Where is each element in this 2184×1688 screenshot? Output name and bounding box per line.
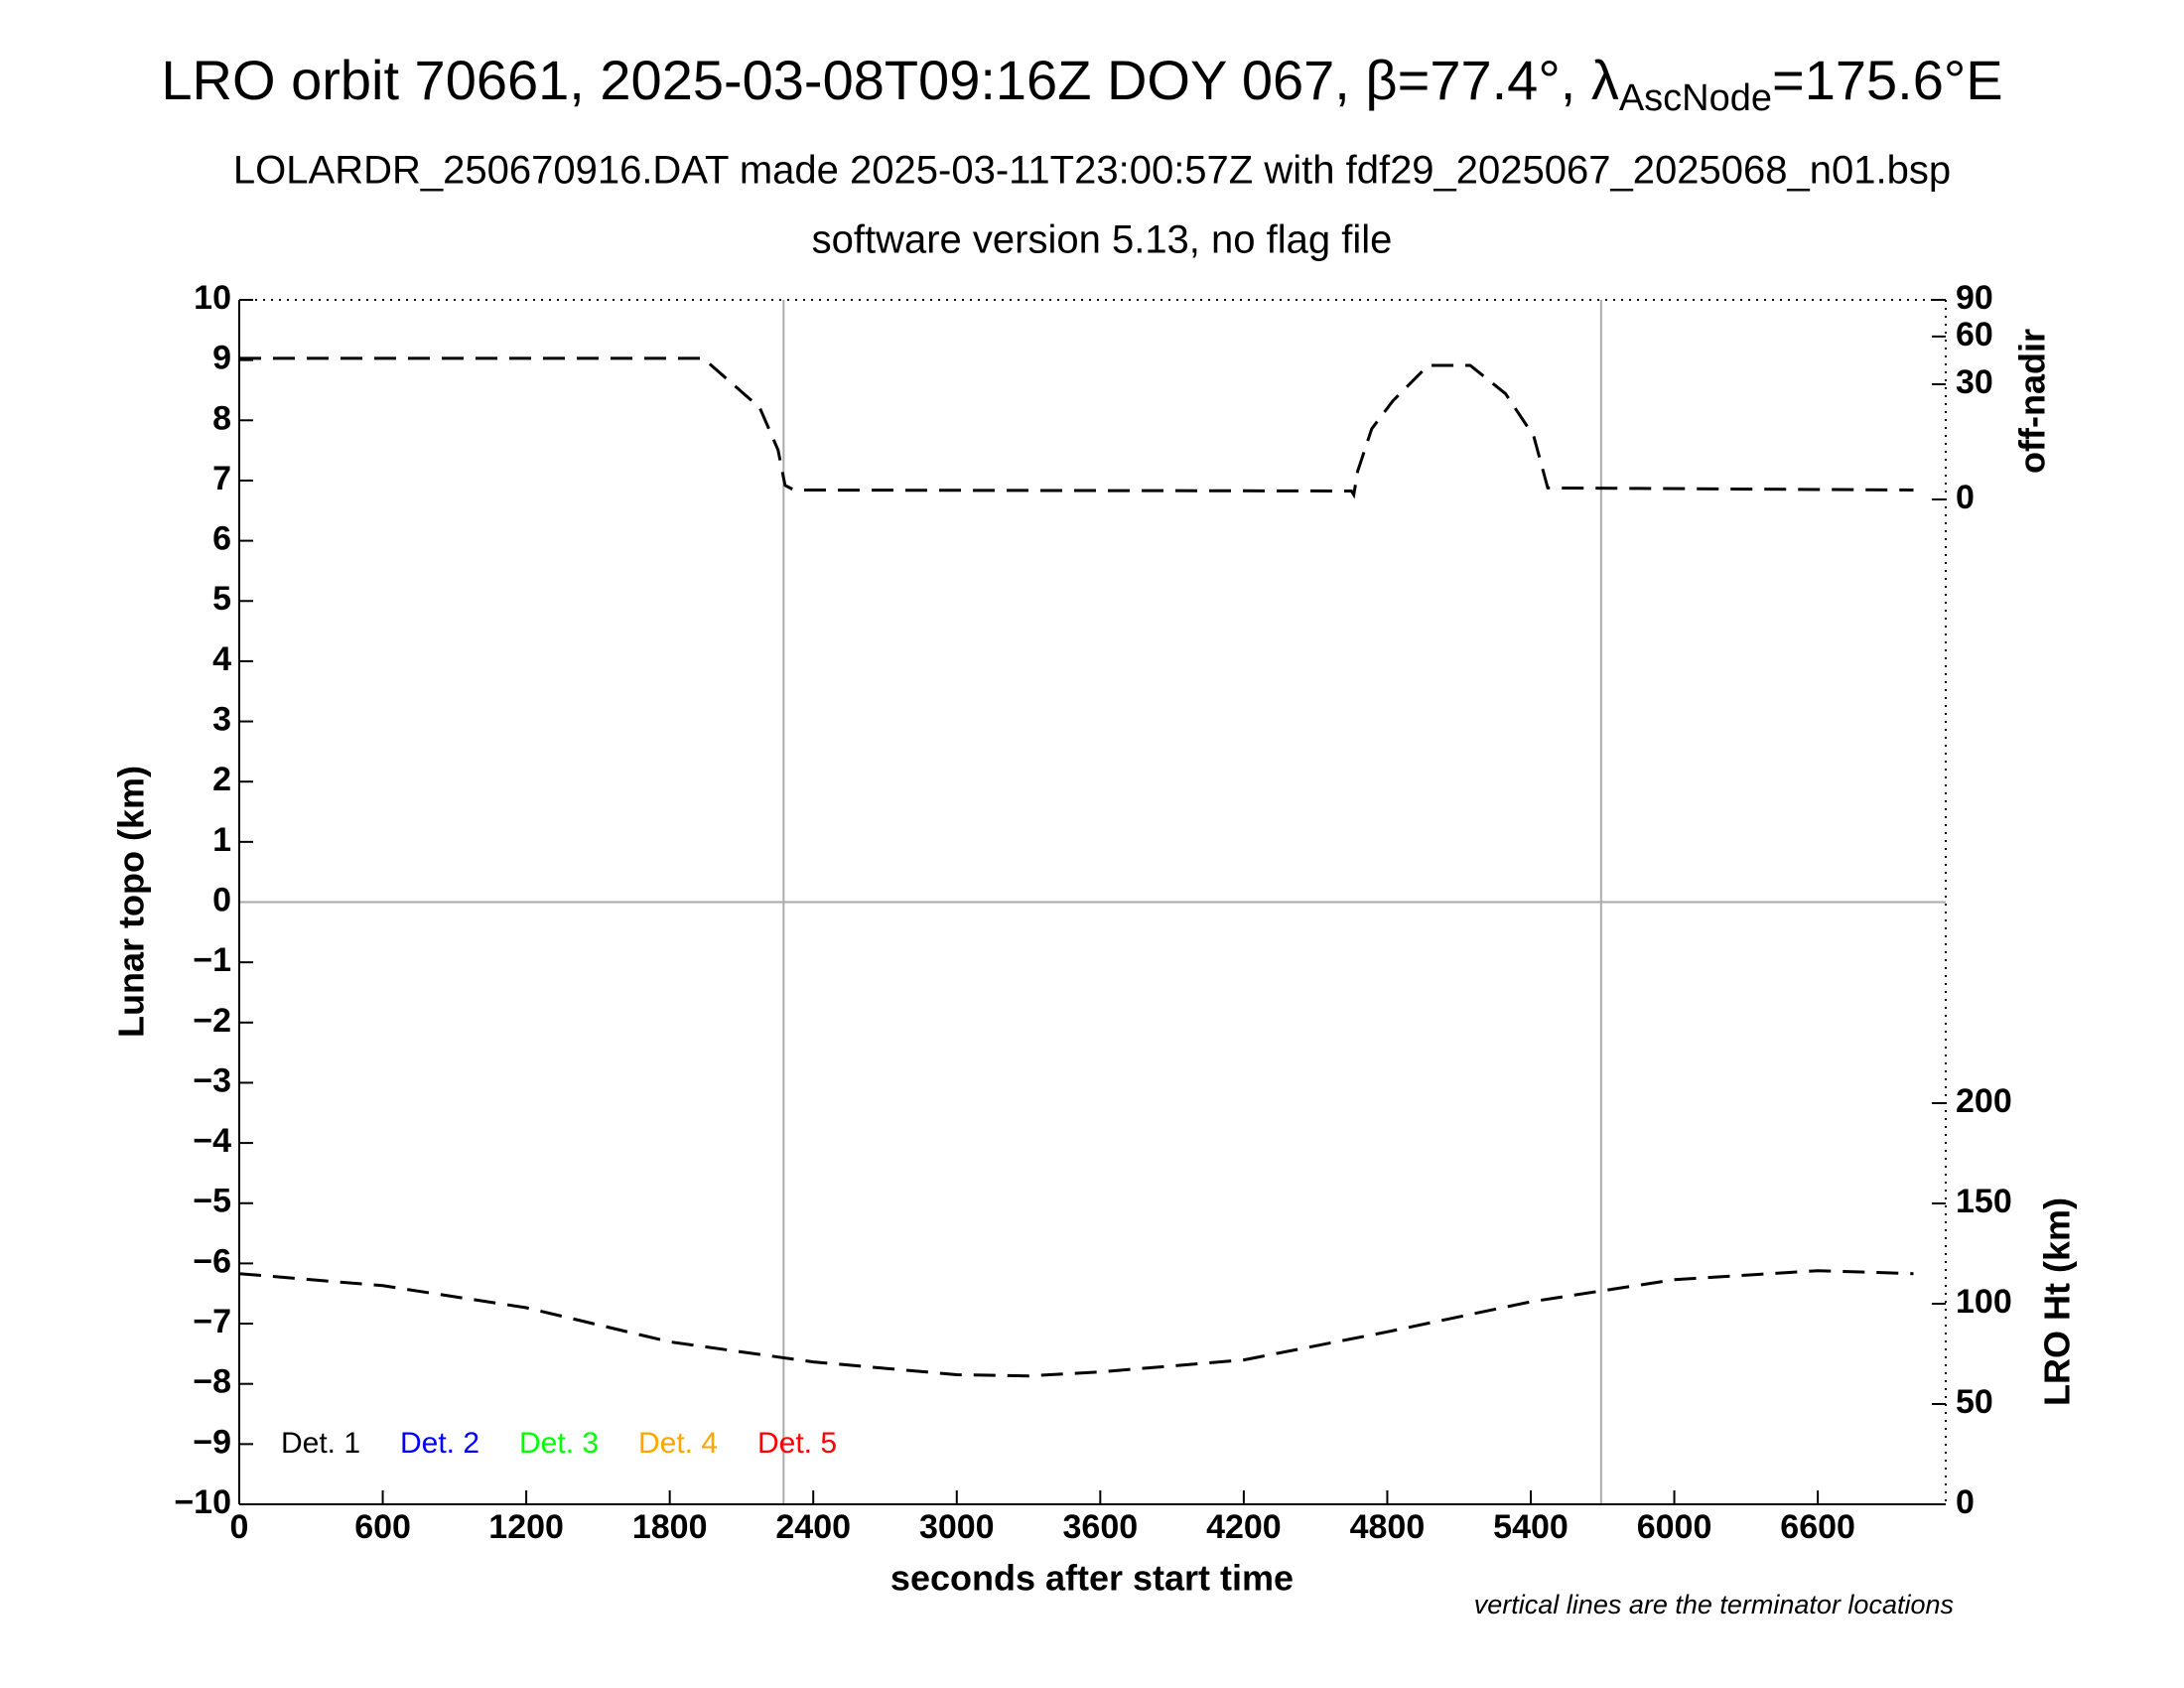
x-tick-label: 6000 <box>1637 1508 1712 1546</box>
x-tick-label: 0 <box>230 1508 249 1546</box>
x-tick-label: 1200 <box>488 1508 564 1546</box>
legend-entry: Det. 4 <box>638 1427 718 1460</box>
x-tick-label: 600 <box>354 1508 411 1546</box>
y2-tick-label: 90 <box>1956 279 1993 317</box>
y-tick-label: −2 <box>193 1002 231 1040</box>
y2-tick-label: 30 <box>1956 363 1993 401</box>
x-tick-label: 2400 <box>775 1508 851 1546</box>
y-tick-label: −5 <box>193 1183 231 1220</box>
y3-tick-label: 0 <box>1956 1483 1975 1521</box>
y3-tick-label: 150 <box>1956 1183 2012 1220</box>
subtitle: software version 5.13, no flag file <box>812 218 1393 262</box>
data-line <box>239 356 1914 499</box>
y-tick-label: −9 <box>193 1423 231 1461</box>
subtitle: LOLARDR_250670916.DAT made 2025-03-11T23… <box>233 149 1951 193</box>
x-tick-label: 6600 <box>1780 1508 1855 1546</box>
legend-entry: Det. 2 <box>400 1427 479 1460</box>
y3-tick-label: 200 <box>1956 1082 2012 1120</box>
y2-tick-label: 0 <box>1956 479 1975 516</box>
y2-axis-title: off-nadir <box>2012 329 2053 474</box>
y-tick-label: 9 <box>212 340 231 377</box>
y-tick-label: −7 <box>193 1303 231 1340</box>
x-axis-title: seconds after start time <box>890 1558 1294 1599</box>
data-line <box>238 1269 1914 1378</box>
y-tick-label: 6 <box>212 520 231 558</box>
y-tick-label: −1 <box>193 941 231 979</box>
y3-axis-title: LRO Ht (km) <box>2037 1197 2078 1406</box>
x-tick-label: 4200 <box>1206 1508 1282 1546</box>
y3-tick-label: 100 <box>1956 1283 2012 1321</box>
x-tick-label: 5400 <box>1493 1508 1569 1546</box>
y-tick-label: 0 <box>212 881 231 918</box>
title-end: =175.6°E <box>1772 49 2003 111</box>
legend-entry: Det. 3 <box>519 1427 599 1460</box>
x-tick-label: 1800 <box>632 1508 708 1546</box>
chart-title: LRO orbit 70661, 2025-03-08T09:16Z DOY 0… <box>161 49 2002 119</box>
y-tick-label: 8 <box>212 399 231 437</box>
x-tick-label: 4800 <box>1350 1508 1426 1546</box>
y-tick-label: 3 <box>212 701 231 739</box>
y2-tick-label: 60 <box>1956 316 1993 353</box>
y-tick-label: −3 <box>193 1061 231 1099</box>
y-tick-label: 4 <box>212 640 231 678</box>
x-tick-label: 3600 <box>1063 1508 1139 1546</box>
y-tick-label: −6 <box>193 1242 231 1280</box>
y-tick-label: −8 <box>193 1363 231 1401</box>
y-axis-title: Lunar topo (km) <box>111 766 152 1038</box>
y-tick-label: 2 <box>212 761 231 798</box>
y-tick-label: 7 <box>212 460 231 497</box>
y-tick-label: −4 <box>193 1122 231 1160</box>
y-tick-label: 5 <box>212 580 231 618</box>
y-tick-label: −10 <box>174 1483 231 1521</box>
y3-tick-label: 50 <box>1956 1383 1993 1421</box>
legend-entry: Det. 1 <box>281 1427 360 1460</box>
y-tick-label: 1 <box>212 821 231 859</box>
title-main: LRO orbit 70661, 2025-03-08T09:16Z DOY 0… <box>161 49 1618 111</box>
x-tick-label: 3000 <box>919 1508 995 1546</box>
legend-entry: Det. 5 <box>757 1427 837 1460</box>
y-tick-label: 10 <box>194 279 231 317</box>
title-subscript: AscNode <box>1619 77 1772 119</box>
annotation: vertical lines are the terminator locati… <box>1474 1590 1954 1619</box>
